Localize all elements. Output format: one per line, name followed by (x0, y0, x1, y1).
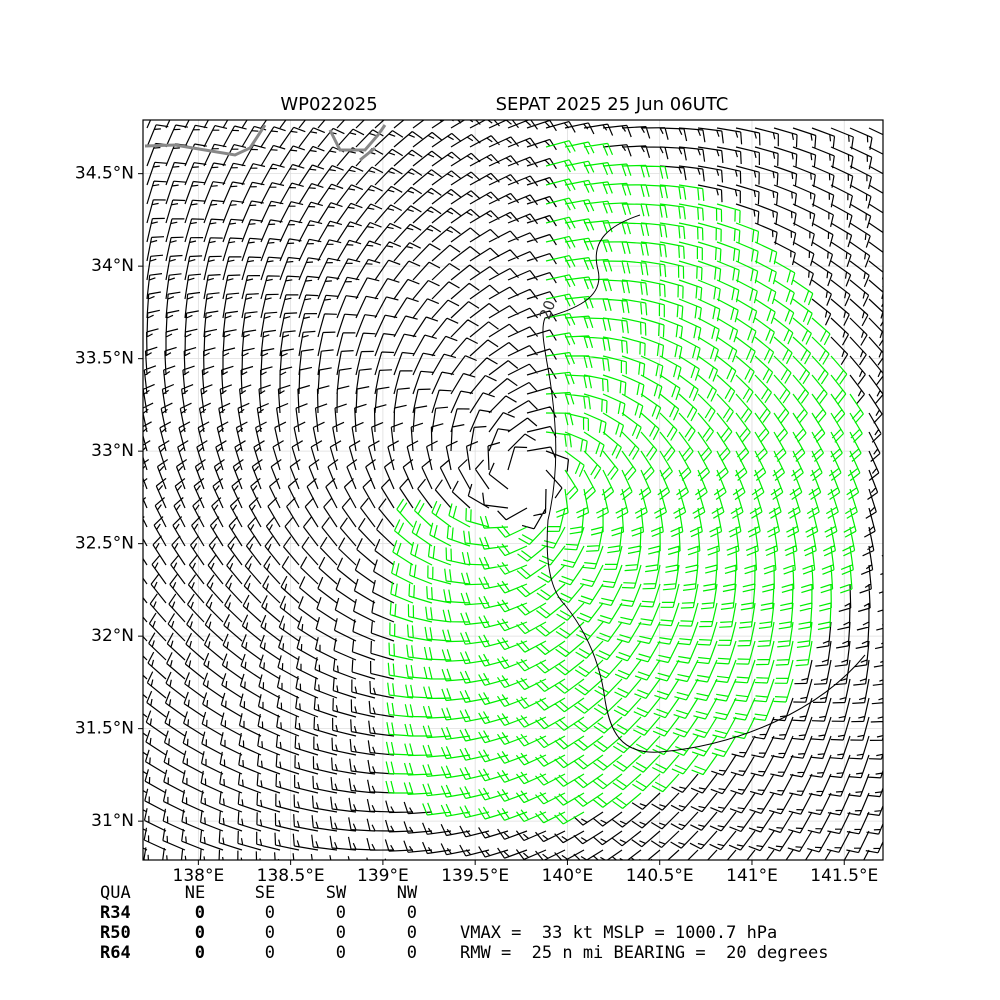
table-cell: 0 (195, 943, 205, 963)
y-tick-label: 34.5°N (75, 164, 134, 184)
storm-id: WP022025 (280, 94, 377, 115)
chart-title: SEPAT 2025 25 Jun 06UTC (496, 94, 729, 115)
table-cell: 0 (195, 903, 205, 923)
x-tick-label: 141°E (726, 866, 778, 886)
info-line: VMAX = 33 kt MSLP = 1000.7 hPa (460, 923, 777, 943)
table-cell: 0 (407, 923, 417, 943)
table-cell: 0 (336, 903, 346, 923)
y-tick-label: 33.5°N (75, 349, 134, 369)
table-cell: 0 (407, 903, 417, 923)
x-tick-label: 138°E (173, 866, 225, 886)
plot-frame (142, 119, 884, 861)
y-tick-label: 31°N (91, 811, 134, 831)
y-tick-label: 31.5°N (75, 719, 134, 739)
table-cell: 0 (336, 923, 346, 943)
info-line: RMW = 25 n mi BEARING = 20 degrees (460, 943, 828, 963)
axes: 138°E 138.5°E 139°E 139.5°E 140°E 140.5°E 141°… (75, 164, 878, 886)
wind-field (143, 120, 883, 860)
x-tick-label: 139°E (357, 866, 409, 886)
table-cell: 0 (265, 923, 275, 943)
x-tick-label: 138.5°E (257, 866, 325, 886)
wind-barbs (143, 120, 883, 860)
table-header: NE (185, 883, 205, 903)
y-tick-label: 32°N (91, 626, 134, 646)
contour-label: 20 (536, 298, 559, 322)
table-cell: 0 (265, 943, 275, 963)
table-header: SE (255, 883, 275, 903)
y-tick-label: 34°N (91, 256, 134, 276)
x-tick-label: 140.5°E (626, 866, 694, 886)
contour (542, 214, 866, 753)
table-cell: 0 (336, 943, 346, 963)
table-header: QUA (100, 883, 131, 903)
x-tick-label: 141.5°E (810, 866, 878, 886)
coastline (328, 124, 387, 162)
overlays: 20 (144, 124, 866, 753)
table-cell: 0 (195, 923, 205, 943)
x-tick-label: 139.5°E (441, 866, 509, 886)
table-cell: 0 (407, 943, 417, 963)
row-label: R34 (100, 903, 131, 923)
coastline (144, 124, 267, 157)
y-tick-label: 32.5°N (75, 534, 134, 554)
row-label: R50 (100, 923, 131, 943)
wind-barbs-34kt (385, 140, 864, 825)
row-label: R64 (100, 943, 131, 963)
y-tick-label: 33°N (91, 441, 134, 461)
table-cell: 0 (265, 903, 275, 923)
x-tick-label: 140°E (542, 866, 594, 886)
table-header: NW (397, 883, 418, 903)
table-header: SW (326, 883, 347, 903)
